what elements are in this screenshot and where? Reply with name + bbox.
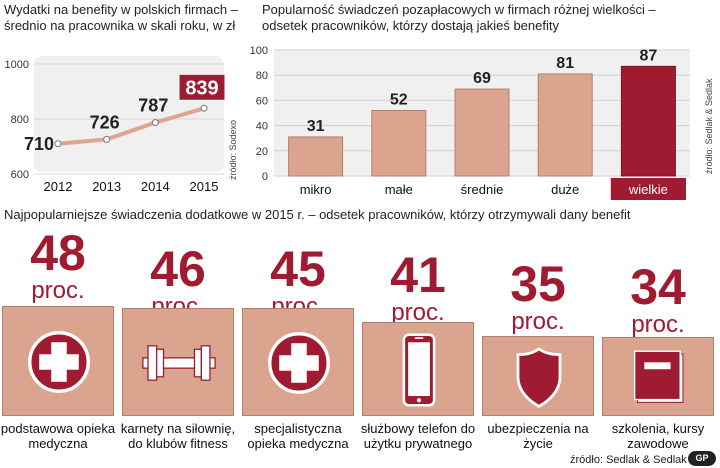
benefit-label: szkolenia, kursy zawodowe (611, 421, 705, 451)
y-tick-label: 1000 (5, 59, 29, 71)
benefit-percent: 46 (150, 241, 206, 297)
line-chart-title: Wydatki na benefity w polskich firmach –… (4, 2, 238, 33)
dumbbell-icon (142, 345, 216, 381)
benefit-label: podstawowa opieka medyczna (0, 421, 116, 451)
benefit-unit: proc. (391, 299, 445, 326)
x-tick-label: duże (551, 182, 579, 197)
x-tick-label: 2014 (141, 179, 170, 194)
bar (288, 136, 344, 177)
data-label: 726 (90, 112, 120, 132)
bar (371, 109, 427, 177)
benefit-percent: 35 (510, 256, 566, 312)
line-chart-source: źródło: Sodexo (228, 119, 238, 180)
x-tick-label: wielkie (628, 182, 668, 197)
x-tick-label: 2013 (92, 179, 121, 194)
y-tick-label: 100 (250, 45, 268, 57)
x-tick-label: 2012 (44, 179, 73, 194)
y-tick-label: 80 (256, 70, 268, 82)
benefit-percent: 48 (30, 225, 86, 281)
benefit-unit: proc. (511, 308, 565, 335)
benefit-label: ubezpieczenia na życie (487, 421, 589, 451)
data-label: 31 (307, 118, 325, 135)
benefit-unit: proc. (31, 277, 85, 304)
phone-icon (402, 333, 436, 407)
logo: GP (688, 451, 716, 466)
data-label: 69 (473, 70, 491, 87)
y-tick-label: 0 (262, 171, 268, 183)
bar-chart: 100 80 60 40 20 0 31 mikro 52 małe 69 średnie 81 duże… (250, 45, 690, 200)
data-point (103, 135, 111, 143)
book-icon (633, 350, 683, 403)
benefit-tile (362, 322, 474, 416)
data-label: 52 (390, 91, 408, 108)
benefit-unit: proc. (631, 311, 685, 338)
y-tick-label: 600 (11, 169, 29, 181)
data-point (200, 104, 208, 112)
bar-chart-title: Popularność świadczeń pozapłacowych w fi… (262, 2, 656, 33)
shield-icon (516, 347, 562, 409)
benefit-percent: 45 (270, 241, 326, 297)
data-label: 710 (24, 134, 54, 154)
data-point (151, 119, 159, 127)
series-line (56, 106, 206, 146)
benefit-tile (242, 308, 354, 416)
y-tick-label: 800 (11, 114, 29, 126)
medical-cross-icon (268, 332, 330, 394)
benefits-title: Najpopularniejsze świadczenia dodatkowe … (4, 207, 631, 222)
x-tick-label: mikro (300, 182, 332, 197)
data-point (54, 140, 62, 148)
line-chart: 1000 800 600 710 726 787 839 2012 2013 2014 2015 (5, 59, 226, 194)
data-label: 81 (556, 55, 574, 72)
highlight-box (178, 73, 226, 101)
x-tick-label: 2015 (190, 179, 219, 194)
y-tick-label: 20 (256, 146, 268, 158)
data-label: 787 (138, 96, 168, 116)
benefit-percent: 34 (630, 259, 686, 315)
benefit-label: specjalistyczna opieka medyczna (247, 421, 349, 451)
benefits-source: źródło: Sedlak & Sedlak (570, 454, 687, 466)
x-tick-label: średnie (461, 182, 504, 197)
medical-cross-icon (28, 331, 90, 393)
data-label: 87 (640, 47, 658, 64)
benefit-tile (482, 336, 594, 416)
y-tick-label: 40 (256, 121, 268, 133)
bar-chart-source: źródło: Sedlak & Sedlak (704, 78, 714, 174)
bar (454, 88, 510, 177)
benefit-label: karnety na siłownię, do klubów fitness (120, 421, 236, 451)
benefit-percent: 41 (390, 247, 446, 303)
highlight-box (610, 178, 686, 200)
benefit-tile (602, 337, 714, 416)
benefit-label: służbowy telefon do użytku prywatnego (360, 421, 476, 451)
bar (620, 65, 676, 177)
benefit-tile (122, 308, 234, 416)
benefit-tile (2, 306, 114, 416)
x-tick-label: małe (385, 182, 413, 197)
y-tick-label: 60 (256, 95, 268, 107)
data-label: 839 (185, 77, 218, 99)
bar (537, 73, 593, 177)
